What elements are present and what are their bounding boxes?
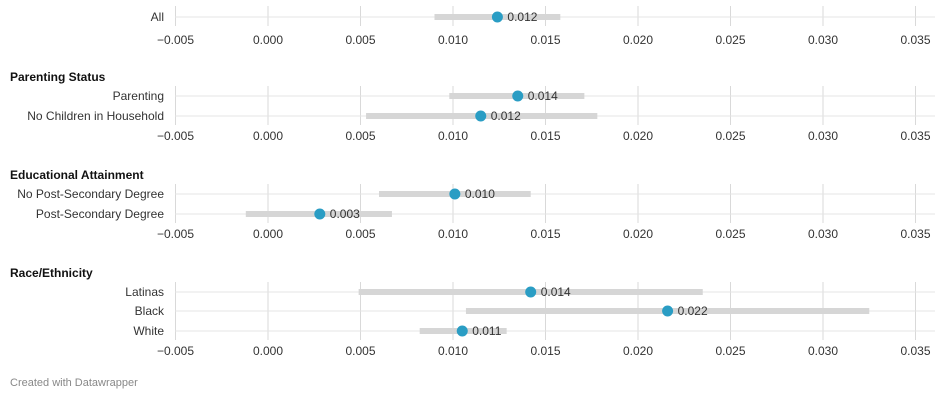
axis-tick-label: 0.010 <box>438 227 468 241</box>
value-label: 0.012 <box>507 10 537 24</box>
row-label: White <box>133 324 164 338</box>
estimate-dot <box>662 305 674 317</box>
estimate-dot <box>475 110 487 122</box>
axis-tick-label: 0.035 <box>900 129 930 143</box>
axis-tick-label: 0.035 <box>900 227 930 241</box>
value-label: 0.012 <box>491 109 521 123</box>
axis-tick-label: 0.000 <box>253 33 283 47</box>
axis-tick-label: 0.020 <box>623 129 653 143</box>
row-label: No Children in Household <box>27 109 164 123</box>
value-label: 0.022 <box>678 304 708 318</box>
axis-tick-label: 0.025 <box>715 344 745 358</box>
estimate-dot <box>525 286 537 298</box>
estimate-dot <box>449 188 461 200</box>
row-label: Post-Secondary Degree <box>36 207 164 221</box>
row-label: No Post-Secondary Degree <box>17 187 164 201</box>
axis-tick-label: −0.005 <box>157 129 194 143</box>
axis-tick-label: 0.000 <box>253 129 283 143</box>
group-header: Race/Ethnicity <box>10 266 93 280</box>
value-label: 0.011 <box>472 324 501 338</box>
axis-tick-label: 0.025 <box>715 33 745 47</box>
axis-tick-label: 0.005 <box>345 227 375 241</box>
axis-tick-label: 0.030 <box>808 129 838 143</box>
axis-tick-label: −0.005 <box>157 227 194 241</box>
axis-tick-label: 0.000 <box>253 344 283 358</box>
axis-tick-label: 0.025 <box>715 227 745 241</box>
axis-tick-label: 0.020 <box>623 344 653 358</box>
group-header: Educational Attainment <box>10 168 144 182</box>
group-header: Parenting Status <box>10 70 106 84</box>
estimate-dot <box>314 208 326 220</box>
value-label: 0.014 <box>541 285 571 299</box>
axis-tick-label: 0.035 <box>900 344 930 358</box>
axis-tick-label: 0.005 <box>345 129 375 143</box>
axis-tick-label: 0.035 <box>900 33 930 47</box>
axis-tick-label: −0.005 <box>157 33 194 47</box>
axis-tick-label: 0.020 <box>623 33 653 47</box>
credit-text: Created with Datawrapper <box>10 377 138 389</box>
estimate-dot <box>512 90 524 102</box>
axis-tick-label: 0.015 <box>530 129 560 143</box>
axis-tick-label: 0.015 <box>530 344 560 358</box>
row-label: Parenting <box>113 89 164 103</box>
axis-tick-label: 0.015 <box>530 227 560 241</box>
row-label: Latinas <box>125 285 164 299</box>
axis-tick-label: 0.010 <box>438 344 468 358</box>
axis-tick-label: 0.030 <box>808 33 838 47</box>
axis-tick-label: 0.030 <box>808 227 838 241</box>
axis-tick-label: 0.015 <box>530 33 560 47</box>
row-label: All <box>151 10 164 24</box>
value-label: 0.014 <box>528 89 558 103</box>
estimate-dot <box>491 11 503 23</box>
estimate-dot <box>456 325 468 337</box>
axis-tick-label: 0.005 <box>345 33 375 47</box>
axis-tick-label: 0.005 <box>345 344 375 358</box>
axis-tick-label: 0.025 <box>715 129 745 143</box>
axis-tick-label: 0.030 <box>808 344 838 358</box>
axis-tick-label: −0.005 <box>157 344 194 358</box>
row-label: Black <box>135 304 165 318</box>
axis-tick-label: 0.010 <box>438 33 468 47</box>
axis-tick-label: 0.020 <box>623 227 653 241</box>
value-label: 0.003 <box>330 207 360 221</box>
axis-tick-label: 0.010 <box>438 129 468 143</box>
value-label: 0.010 <box>465 187 495 201</box>
axis-tick-label: 0.000 <box>253 227 283 241</box>
